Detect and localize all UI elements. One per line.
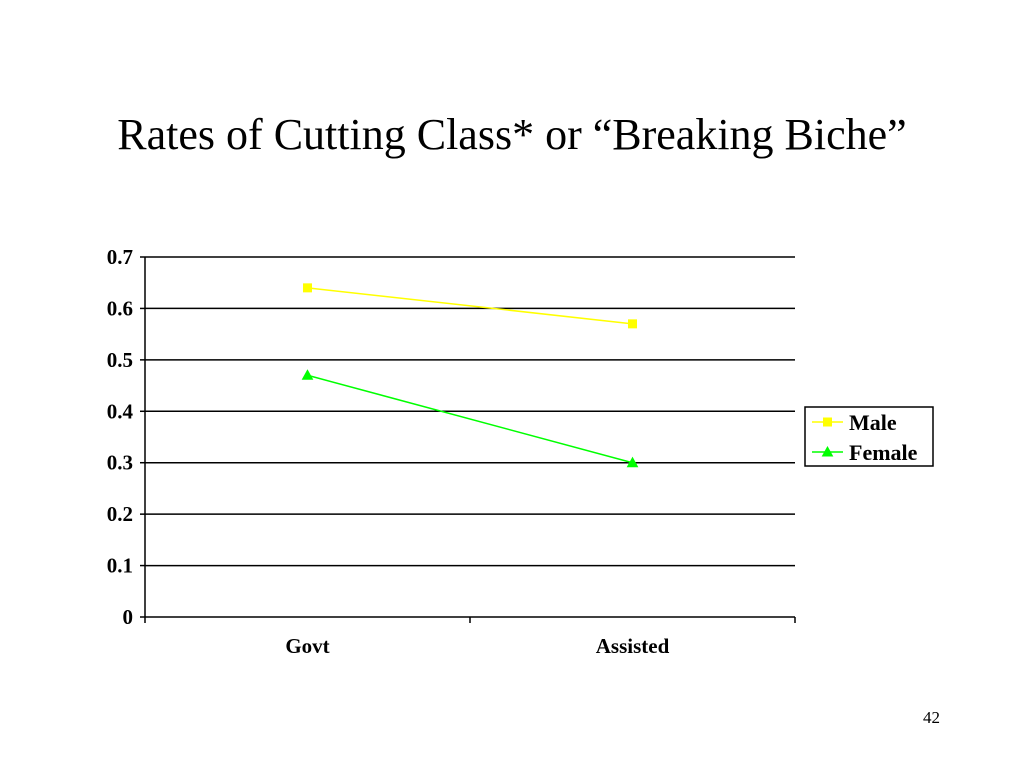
data-point — [303, 283, 312, 293]
y-tick-label: 0.1 — [107, 554, 133, 578]
gridlines — [145, 256, 795, 567]
legend-label: Female — [849, 440, 918, 465]
page-number: 42 — [923, 708, 940, 727]
y-axis-ticks: 0 0.1 0.2 0.3 0.4 0.5 0.6 0.7 — [107, 245, 145, 629]
y-tick-label: 0 — [123, 605, 134, 629]
y-tick-label: 0.5 — [107, 348, 133, 372]
y-tick-label: 0.7 — [107, 245, 133, 269]
slide-title: Rates of Cutting Class* or “Breaking Bic… — [117, 110, 907, 159]
y-tick-label: 0.3 — [107, 451, 133, 475]
legend-label: Male — [849, 410, 897, 435]
series-female — [301, 369, 639, 468]
x-axis-ticks: Govt Assisted — [144, 617, 796, 658]
legend-item: Male — [812, 410, 897, 435]
data-point — [628, 319, 637, 329]
legend-marker — [821, 445, 834, 457]
series-group — [301, 283, 639, 468]
data-point — [301, 369, 314, 380]
data-point — [626, 456, 639, 468]
y-tick-label: 0.2 — [107, 502, 133, 526]
legend-item: Female — [812, 440, 918, 465]
series-male — [303, 283, 637, 329]
y-tick-label: 0.4 — [107, 399, 134, 423]
series-line — [307, 287, 633, 325]
y-tick-label: 0.6 — [107, 296, 133, 320]
series-line — [307, 374, 633, 464]
x-category-label: Govt — [285, 634, 329, 658]
x-category-label: Assisted — [596, 634, 670, 658]
legend: Male Female — [804, 406, 934, 467]
legend-marker — [823, 417, 832, 427]
